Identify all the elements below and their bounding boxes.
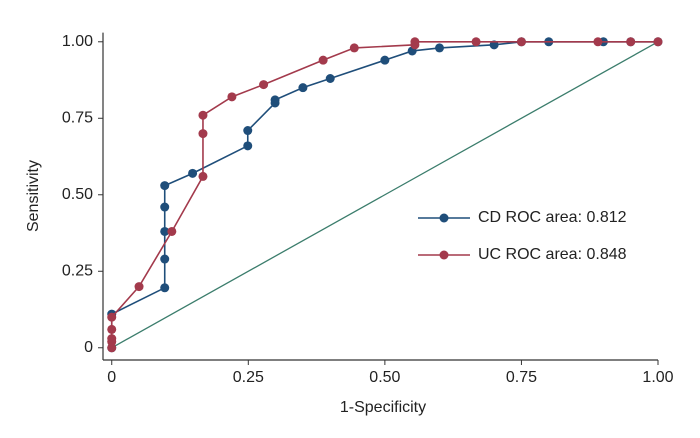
y-tick-label: 0.75 [62, 109, 93, 126]
point [134, 282, 144, 292]
point [160, 181, 170, 191]
legend-marker [439, 250, 449, 260]
reference-line [111, 41, 659, 349]
legend-marker [439, 213, 449, 223]
point [160, 283, 170, 293]
legend-label: CD ROC area: 0.812 [478, 209, 627, 226]
x-tick-label: 0 [107, 369, 116, 386]
point [298, 83, 308, 93]
y-tick-label: 1.00 [62, 33, 93, 50]
point [160, 202, 170, 212]
point [471, 37, 481, 47]
point [160, 254, 170, 264]
x-tick-label: 1.00 [642, 369, 673, 386]
point [107, 334, 117, 344]
point [653, 37, 663, 47]
point [516, 37, 526, 47]
point [325, 73, 335, 83]
y-tick-label: 0.25 [62, 262, 93, 279]
point [410, 37, 420, 47]
point [626, 37, 636, 47]
point [243, 141, 253, 151]
point [107, 312, 117, 322]
point [349, 43, 359, 53]
point [107, 324, 117, 334]
point [318, 55, 328, 65]
x-tick-label: 0.25 [233, 369, 264, 386]
point [227, 92, 237, 102]
point [243, 126, 253, 136]
y-tick-label: 0.50 [62, 186, 93, 203]
y-tick-label: 0 [84, 339, 93, 356]
point [593, 37, 603, 47]
point [198, 171, 208, 181]
point [160, 226, 170, 236]
x-tick-label: 0.75 [506, 369, 537, 386]
point [489, 40, 499, 50]
x-tick-label: 0.50 [369, 369, 400, 386]
point [198, 129, 208, 139]
point [380, 55, 390, 65]
point [167, 226, 177, 236]
point [259, 80, 269, 90]
point [198, 110, 208, 120]
x-axis-label: 1-Specificity [340, 399, 426, 416]
legend-label: UC ROC area: 0.848 [478, 246, 627, 263]
point [188, 168, 198, 178]
point [270, 95, 280, 105]
point [434, 43, 444, 53]
y-axis-label: Sensitivity [25, 160, 42, 232]
